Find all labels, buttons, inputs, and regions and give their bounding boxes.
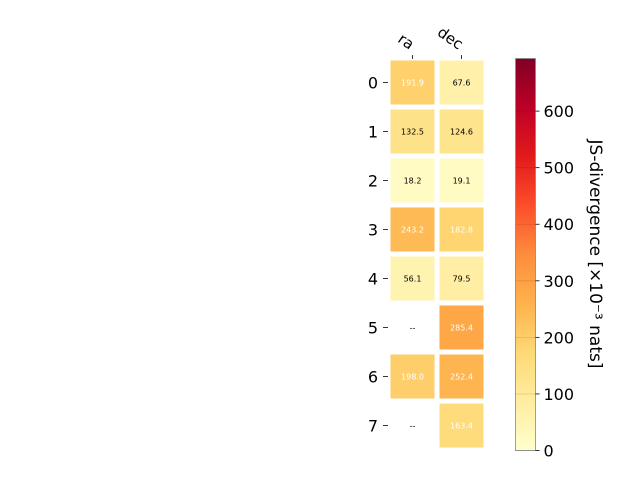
row-label-2: 2 [368, 172, 378, 191]
colorbar-tick-label-500: 500 [544, 159, 575, 178]
column-label-dec: dec [434, 23, 466, 53]
cell-label-ra-0: 191.9 [401, 79, 424, 88]
row-label-6: 6 [368, 368, 378, 387]
cell-label-ra-1: 132.5 [401, 128, 424, 137]
heatmap-cell-dec-5 [439, 305, 484, 350]
heatmap-cell-dec-2 [439, 158, 484, 203]
colorbar-tick-label-300: 300 [544, 272, 575, 291]
heatmap-cell-ra-6 [390, 354, 435, 399]
heatmap-cell-ra-1 [390, 109, 435, 154]
colorbar-tick-label-100: 100 [544, 385, 575, 404]
cell-label-ra-3: 243.2 [401, 226, 424, 235]
heatmap-cell-dec-0 [439, 60, 484, 105]
row-label-0: 0 [368, 74, 378, 93]
heatmap-cell-ra-3 [390, 207, 435, 252]
cell-label-ra-4: 56.1 [404, 275, 422, 284]
row-label-1: 1 [368, 123, 378, 142]
heatmap-cell-dec-3 [439, 207, 484, 252]
cell-label-ra-7: -- [410, 422, 416, 431]
colorbar-tick-label-0: 0 [544, 442, 554, 461]
heatmap-cell-dec-7 [439, 403, 484, 448]
colorbar-tick-label-400: 400 [544, 215, 575, 234]
cell-label-dec-0: 67.6 [453, 79, 471, 88]
row-label-4: 4 [368, 270, 378, 289]
cell-label-dec-5: 285.4 [450, 324, 473, 333]
colorbar-tick-label-200: 200 [544, 328, 575, 347]
colorbar-label: JS-divergence [×10⁻³ nats] [585, 139, 605, 369]
cell-label-dec-3: 182.8 [450, 226, 473, 235]
heatmap-cell-dec-6 [439, 354, 484, 399]
row-label-5: 5 [368, 319, 378, 338]
heatmap-cell-dec-4 [439, 256, 484, 301]
cell-label-ra-6: 198.0 [401, 373, 424, 382]
colorbar [515, 58, 536, 451]
row-label-7: 7 [368, 417, 378, 436]
heatmap-cell-ra-0 [390, 60, 435, 105]
heatmap-cell-dec-1 [439, 109, 484, 154]
cell-label-dec-7: 163.4 [450, 422, 473, 431]
heatmap-cell-ra-2 [390, 158, 435, 203]
column-label-ra: ra [395, 30, 418, 54]
cell-label-dec-6: 252.4 [450, 373, 473, 382]
cell-label-dec-2: 19.1 [453, 177, 471, 186]
heatmap-cell-ra-4 [390, 256, 435, 301]
row-label-3: 3 [368, 221, 378, 240]
cell-label-ra-5: -- [410, 324, 416, 333]
cell-label-dec-1: 124.6 [450, 128, 473, 137]
cell-label-dec-4: 79.5 [453, 275, 471, 284]
cell-label-ra-2: 18.2 [404, 177, 422, 186]
colorbar-tick-label-600: 600 [544, 102, 575, 121]
